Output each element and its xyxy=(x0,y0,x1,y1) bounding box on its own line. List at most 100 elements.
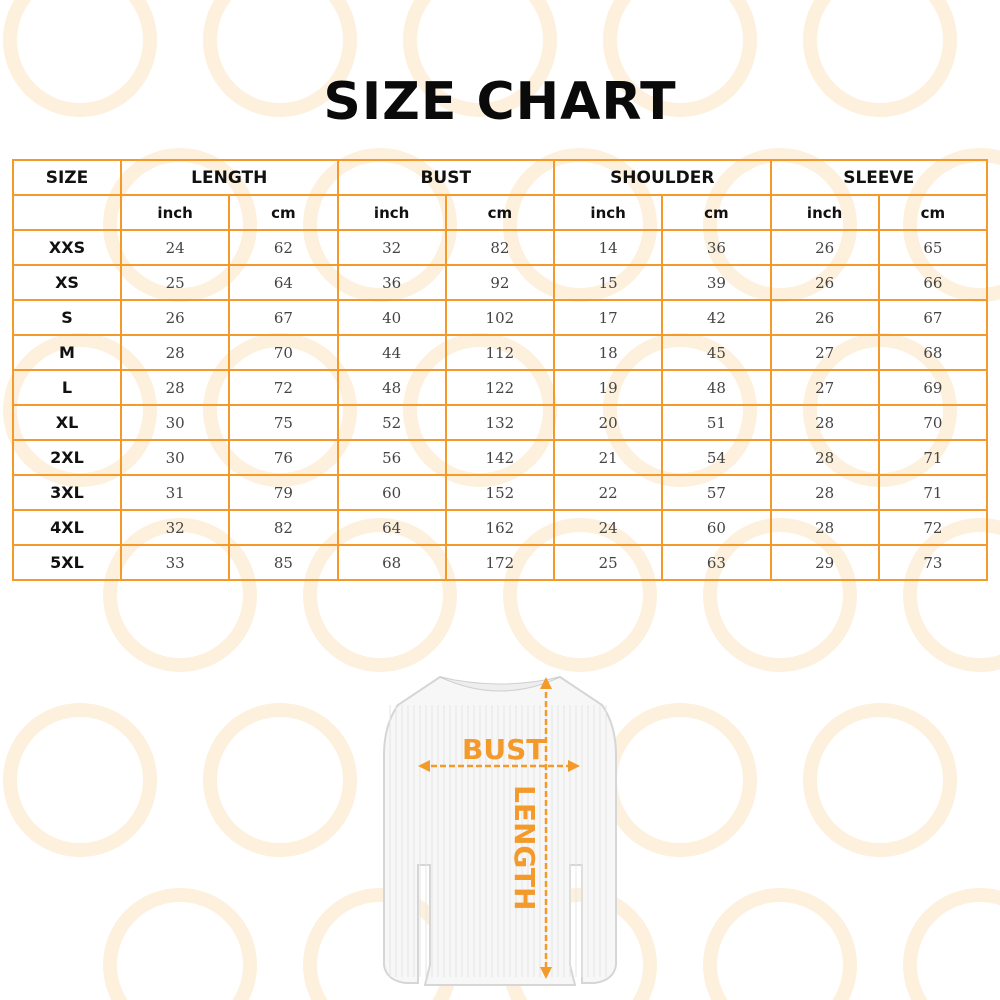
table-row: S 26 67 40 102 17 42 26 67 xyxy=(12,299,989,336)
measurement-cell: 33 xyxy=(119,544,231,581)
measurement-cell: 21 xyxy=(552,439,664,476)
unit-header: cm xyxy=(444,194,556,231)
measurement-cell: 71 xyxy=(877,439,989,476)
measurement-cell: 62 xyxy=(228,229,339,266)
size-cell: XS xyxy=(12,264,122,301)
bust-arrow-left xyxy=(418,760,430,772)
measurement-cell: 36 xyxy=(661,229,772,266)
measurement-cell: 172 xyxy=(444,544,556,581)
measurement-cell: 70 xyxy=(228,334,339,371)
measurement-cell: 51 xyxy=(661,404,772,441)
table-row: XS 25 64 36 92 15 39 26 66 xyxy=(12,264,989,301)
measurement-cell: 18 xyxy=(552,334,664,371)
table-row: 5XL 33 85 68 172 25 63 29 73 xyxy=(12,544,989,581)
unit-header: cm xyxy=(877,194,989,231)
measurement-cell: 72 xyxy=(228,369,339,406)
sweater-collar xyxy=(439,676,561,692)
measurement-cell: 69 xyxy=(877,369,989,406)
group-header-sleeve: SLEEVE xyxy=(769,159,988,196)
page-title: SIZE CHART xyxy=(323,72,677,132)
measurement-cell: 24 xyxy=(119,229,231,266)
unit-header: inch xyxy=(119,194,231,231)
length-label: LENGTH xyxy=(508,785,541,911)
measurement-cell: 28 xyxy=(119,334,231,371)
unit-header: cm xyxy=(228,194,339,231)
measurement-cell: 20 xyxy=(552,404,664,441)
measurement-cell: 82 xyxy=(444,229,556,266)
measurement-cell: 70 xyxy=(877,404,989,441)
measurement-cell: 142 xyxy=(444,439,556,476)
measurement-cell: 28 xyxy=(769,439,880,476)
measurement-cell: 152 xyxy=(444,474,556,511)
table-row: M 28 70 44 112 18 45 27 68 xyxy=(12,334,989,371)
measurement-cell: 122 xyxy=(444,369,556,406)
measurement-cell: 64 xyxy=(336,509,447,546)
size-unit-empty xyxy=(12,194,122,231)
measurement-cell: 72 xyxy=(877,509,989,546)
measurement-cell: 54 xyxy=(661,439,772,476)
size-cell: 5XL xyxy=(12,544,122,581)
measurement-cell: 19 xyxy=(552,369,664,406)
watermark-logo xyxy=(903,888,1000,1000)
measurement-cell: 39 xyxy=(661,264,772,301)
table-row: XXS 24 62 32 82 14 36 26 65 xyxy=(12,229,989,266)
size-table: SIZE LENGTH BUST SHOULDER SLEEVE inch cm inch… xyxy=(12,159,989,581)
measurement-cell: 40 xyxy=(336,299,447,336)
size-header: SIZE xyxy=(12,159,122,196)
size-cell: M xyxy=(12,334,122,371)
measurement-cell: 32 xyxy=(119,509,231,546)
measurement-cell: 26 xyxy=(119,299,231,336)
measurement-cell: 15 xyxy=(552,264,664,301)
measurement-cell: 27 xyxy=(769,369,880,406)
size-cell: XL xyxy=(12,404,122,441)
watermark-logo xyxy=(703,888,857,1000)
measurement-cell: 25 xyxy=(119,264,231,301)
measurement-cell: 44 xyxy=(336,334,447,371)
size-cell: 3XL xyxy=(12,474,122,511)
size-cell: XXS xyxy=(12,229,122,266)
measurement-cell: 32 xyxy=(336,229,447,266)
group-header-length: LENGTH xyxy=(120,159,339,196)
watermark-logo xyxy=(803,703,957,857)
watermark-logo xyxy=(203,0,357,117)
table-row: XL 30 75 52 132 20 51 28 70 xyxy=(12,404,989,441)
length-arrow-bottom xyxy=(540,967,552,979)
measurement-cell: 48 xyxy=(661,369,772,406)
bust-label: BUST xyxy=(462,733,546,766)
measurement-cell: 27 xyxy=(769,334,880,371)
measurement-cell: 76 xyxy=(228,439,339,476)
table-row: 3XL 31 79 60 152 22 57 28 71 xyxy=(12,474,989,511)
unit-header-row: inch cm inch cm inch cm inch cm xyxy=(12,194,989,231)
watermark-logo xyxy=(3,0,157,117)
size-cell: S xyxy=(12,299,122,336)
watermark-logo xyxy=(3,703,157,857)
measurement-cell: 29 xyxy=(769,544,880,581)
watermark-logo xyxy=(803,0,957,117)
sweater-diagram xyxy=(383,675,617,986)
measurement-cell: 65 xyxy=(877,229,989,266)
measurement-cell: 31 xyxy=(119,474,231,511)
measurement-cell: 48 xyxy=(336,369,447,406)
unit-header: inch xyxy=(552,194,664,231)
measurement-cell: 28 xyxy=(769,404,880,441)
measurement-cell: 14 xyxy=(552,229,664,266)
measurement-cell: 24 xyxy=(552,509,664,546)
measurement-cell: 79 xyxy=(228,474,339,511)
measurement-cell: 28 xyxy=(769,509,880,546)
measurement-cell: 36 xyxy=(336,264,447,301)
size-cell: 2XL xyxy=(12,439,122,476)
measurement-cell: 28 xyxy=(119,369,231,406)
measurement-cell: 68 xyxy=(336,544,447,581)
watermark-logo xyxy=(603,0,757,117)
measurement-cell: 26 xyxy=(769,264,880,301)
bust-arrow-right xyxy=(568,760,580,772)
measurement-cell: 75 xyxy=(228,404,339,441)
measurement-cell: 66 xyxy=(877,264,989,301)
measurement-cell: 30 xyxy=(119,439,231,476)
measurement-cell: 26 xyxy=(769,299,880,336)
measurement-cell: 60 xyxy=(661,509,772,546)
watermark-logo xyxy=(203,703,357,857)
measurement-cell: 67 xyxy=(877,299,989,336)
measurement-cell: 63 xyxy=(661,544,772,581)
measurement-cell: 67 xyxy=(228,299,339,336)
